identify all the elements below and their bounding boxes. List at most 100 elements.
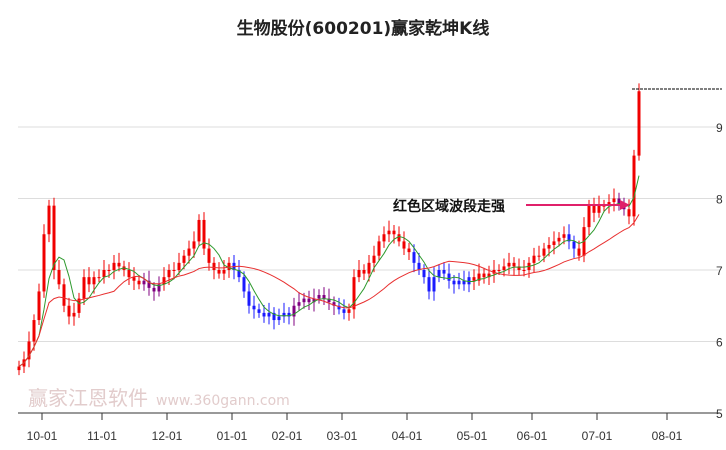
candle-body [532, 255, 536, 263]
candle-body [522, 270, 526, 271]
candle-body [592, 205, 596, 213]
candle-body [552, 241, 556, 245]
candle-body [42, 234, 46, 292]
y-tick-label: 7 [716, 264, 723, 278]
candle-body [327, 298, 331, 303]
candle-body [597, 205, 601, 213]
candle-body [577, 248, 581, 256]
candle-body [417, 262, 421, 270]
candle-body [332, 302, 336, 306]
candle-body [387, 230, 391, 235]
candle-body [157, 284, 161, 292]
candle-body [467, 277, 471, 285]
candle-body [392, 230, 396, 235]
candle-body [17, 366, 21, 371]
chart-title: 生物股份(600201)赢家乾坤K线 [236, 19, 490, 39]
candle-body [507, 262, 511, 267]
candle-body [132, 277, 136, 281]
candle-body [482, 273, 486, 278]
x-tick-label: 03-01 [327, 429, 358, 443]
candle-body [102, 270, 106, 278]
candle-body [107, 270, 111, 271]
candle-body [637, 91, 641, 156]
candle-body [517, 266, 521, 270]
candle-body [422, 270, 426, 278]
candle-body [547, 244, 551, 249]
watermark-name: 赢家江恩软件 [28, 386, 148, 410]
candle-body [322, 295, 326, 299]
candle-body [307, 298, 311, 303]
candle-body [282, 312, 286, 317]
candle-body [267, 312, 271, 317]
candle-body [92, 277, 96, 285]
y-tick-label: 8 [716, 193, 723, 207]
candle-body [537, 255, 541, 257]
candle-body [52, 205, 56, 270]
y-tick-label: 9 [716, 121, 723, 135]
candle-body [347, 309, 351, 313]
candle-body [502, 266, 506, 270]
candle-body [382, 234, 386, 242]
candle-body [587, 205, 591, 228]
candle-body [607, 202, 611, 206]
candle-body [457, 280, 461, 285]
candle-body [297, 302, 301, 306]
candle-body [207, 248, 211, 263]
candle-body [602, 205, 606, 207]
candle-body [472, 277, 476, 281]
candle-body [237, 270, 241, 278]
candle-body [372, 255, 376, 263]
x-tick-label: 11-01 [87, 429, 117, 443]
candle-body [192, 241, 196, 249]
candle-body [302, 298, 306, 303]
candle-body [477, 273, 481, 281]
candle-body [172, 270, 176, 271]
candle-body [497, 270, 501, 271]
candle-body [262, 312, 266, 317]
candle-body [352, 277, 356, 310]
annotation-label: 红色区域波段走强 [393, 198, 505, 214]
candle-body [137, 280, 141, 285]
candle-body [212, 262, 216, 270]
candle-body [227, 262, 231, 270]
candle-body [572, 241, 576, 249]
candle-body [277, 316, 281, 321]
candle-body [617, 198, 621, 206]
x-tick-label: 10-01 [27, 429, 58, 443]
candle-body [167, 270, 171, 278]
candle-body [197, 219, 201, 242]
candle-body [317, 295, 321, 299]
candle-body [567, 234, 571, 242]
candle-body [362, 270, 366, 274]
candle-body [147, 280, 151, 288]
x-tick-label: 12-01 [152, 429, 183, 443]
candle-body [127, 270, 131, 278]
candle-body [67, 305, 71, 317]
candle-body [217, 270, 221, 274]
watermark: 赢家江恩软件 www.360gann.com [28, 386, 290, 410]
candle-body [452, 280, 456, 285]
candle-body [62, 284, 66, 306]
candle-body [342, 309, 346, 313]
candle-body [82, 277, 86, 299]
candle-body [77, 298, 81, 313]
candle-body [447, 273, 451, 281]
x-tick-label: 06-01 [517, 429, 548, 443]
candle-body [412, 252, 416, 263]
candle-body [367, 262, 371, 274]
candle-body [432, 277, 436, 292]
x-tick-label: 02-01 [272, 429, 303, 443]
candle-body [512, 262, 516, 267]
candle-body [402, 241, 406, 249]
x-tick-label: 07-01 [582, 429, 613, 443]
candle-body [407, 248, 411, 253]
candle-body [337, 305, 341, 310]
ma-short-line [18, 175, 640, 367]
candle-body [247, 291, 251, 306]
candle-body [272, 312, 276, 321]
x-tick-label: 01-01 [217, 429, 248, 443]
x-tick-label: 08-01 [652, 429, 683, 443]
candle-body [257, 309, 261, 313]
